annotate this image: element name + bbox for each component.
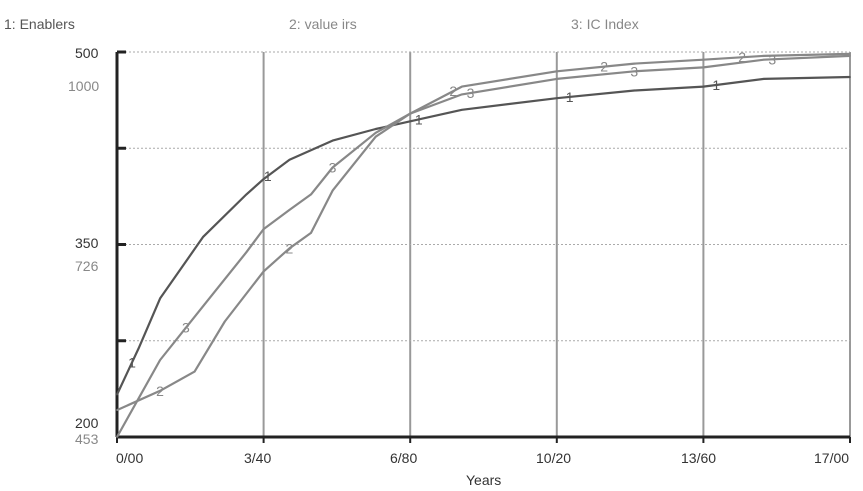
series-1-point-1 (137, 347, 140, 350)
series-2-point-12 (633, 62, 636, 65)
curve-label-2-3: 2 (600, 59, 608, 75)
series-3-point-13 (702, 66, 705, 69)
series-1-point-9 (409, 120, 412, 123)
curve-label-1-1: 1 (264, 168, 272, 184)
series-2-point-10 (461, 85, 463, 88)
series-line-2 (116, 52, 851, 412)
curve-label-1-2: 1 (415, 111, 423, 127)
series-3-point-6 (310, 193, 312, 196)
series-2-point-3 (223, 320, 226, 323)
series-1-point-2 (159, 297, 161, 300)
series-2-point-2 (193, 370, 196, 373)
series-1-point-7 (331, 139, 334, 142)
series-3-point-0 (116, 436, 118, 438)
legend-enablers: 1: Enablers (4, 16, 75, 32)
series-1-point-5 (262, 178, 265, 180)
y2-tick-top: 1000 (68, 78, 99, 94)
series-line-3 (116, 54, 851, 438)
series-2-point-15 (849, 53, 851, 55)
series-1-point-0 (116, 393, 118, 396)
series-2-point-7 (331, 189, 334, 192)
series-1-point-15 (849, 76, 851, 78)
y1-tick-bottom: 200 (75, 415, 99, 431)
series-2-point-1 (159, 390, 161, 392)
curve-label-1-4: 1 (712, 77, 720, 93)
series-1-point-3 (202, 236, 205, 238)
x-axis-label: Years (466, 472, 501, 488)
series-3-point-9 (409, 112, 412, 115)
x-tick-3: 10/20 (536, 450, 571, 466)
series-3-point-10 (461, 93, 463, 96)
series-3-point-14 (762, 58, 765, 61)
series-3-point-11 (556, 78, 558, 80)
series-2-point-14 (762, 55, 765, 57)
curve-label-3-3: 3 (630, 63, 638, 79)
series-2-point-5 (288, 247, 291, 250)
curve-label-2-1: 2 (285, 240, 293, 256)
curve-label-3-0: 3 (182, 320, 190, 336)
x-tick-1: 3/40 (244, 450, 271, 466)
y1-tick-mid: 350 (75, 235, 99, 251)
y2-tick-bottom: 453 (75, 431, 99, 447)
curve-label-1-0: 1 (128, 354, 136, 370)
series-1-point-6 (288, 159, 291, 161)
series-3-point-3 (245, 251, 248, 253)
series-2-point-13 (702, 58, 705, 61)
series-1-point-11 (556, 97, 558, 99)
x-tick-2: 6/80 (390, 450, 417, 466)
x-tick-4: 13/60 (681, 450, 716, 466)
series-3-point-5 (288, 209, 291, 211)
series-line-1 (116, 75, 851, 396)
series-3-point-12 (633, 70, 636, 73)
curve-label-1-3: 1 (566, 89, 574, 105)
curve-label-2-0: 2 (156, 383, 164, 399)
y1-tick-top: 500 (75, 45, 99, 61)
series-2-point-11 (556, 70, 558, 73)
series-3-point-2 (202, 305, 205, 307)
legend-ic-index: 3: IC Index (571, 16, 639, 32)
series-2-point-4 (262, 270, 265, 273)
series-1-point-14 (762, 78, 765, 80)
series-1-point-10 (461, 108, 463, 111)
series-1-point-13 (702, 85, 705, 88)
series-2-point-8 (374, 135, 377, 138)
series-3-point-7 (331, 166, 334, 169)
x-tick-5: 17/00 (814, 450, 849, 466)
series-1-point-8 (374, 128, 377, 130)
series-3-point-1 (159, 359, 161, 361)
curve-label-2-4: 2 (738, 49, 746, 65)
series-1-point-4 (245, 193, 248, 196)
legend-value-irs: 2: value irs (289, 16, 357, 32)
curve-label-3-4: 3 (768, 51, 776, 67)
curve-label-3-1: 3 (329, 160, 337, 176)
series-3-point-15 (849, 55, 851, 57)
curve-label-2-2: 2 (449, 83, 457, 99)
series-2-point-6 (310, 232, 312, 234)
series-3-point-4 (262, 228, 265, 230)
series-3-point-8 (374, 132, 377, 134)
x-tick-0: 0/00 (116, 450, 143, 466)
y2-tick-mid: 726 (75, 258, 99, 274)
series-1-point-12 (633, 89, 636, 92)
curve-label-3-2: 3 (467, 85, 475, 101)
series-2-point-0 (116, 409, 118, 411)
